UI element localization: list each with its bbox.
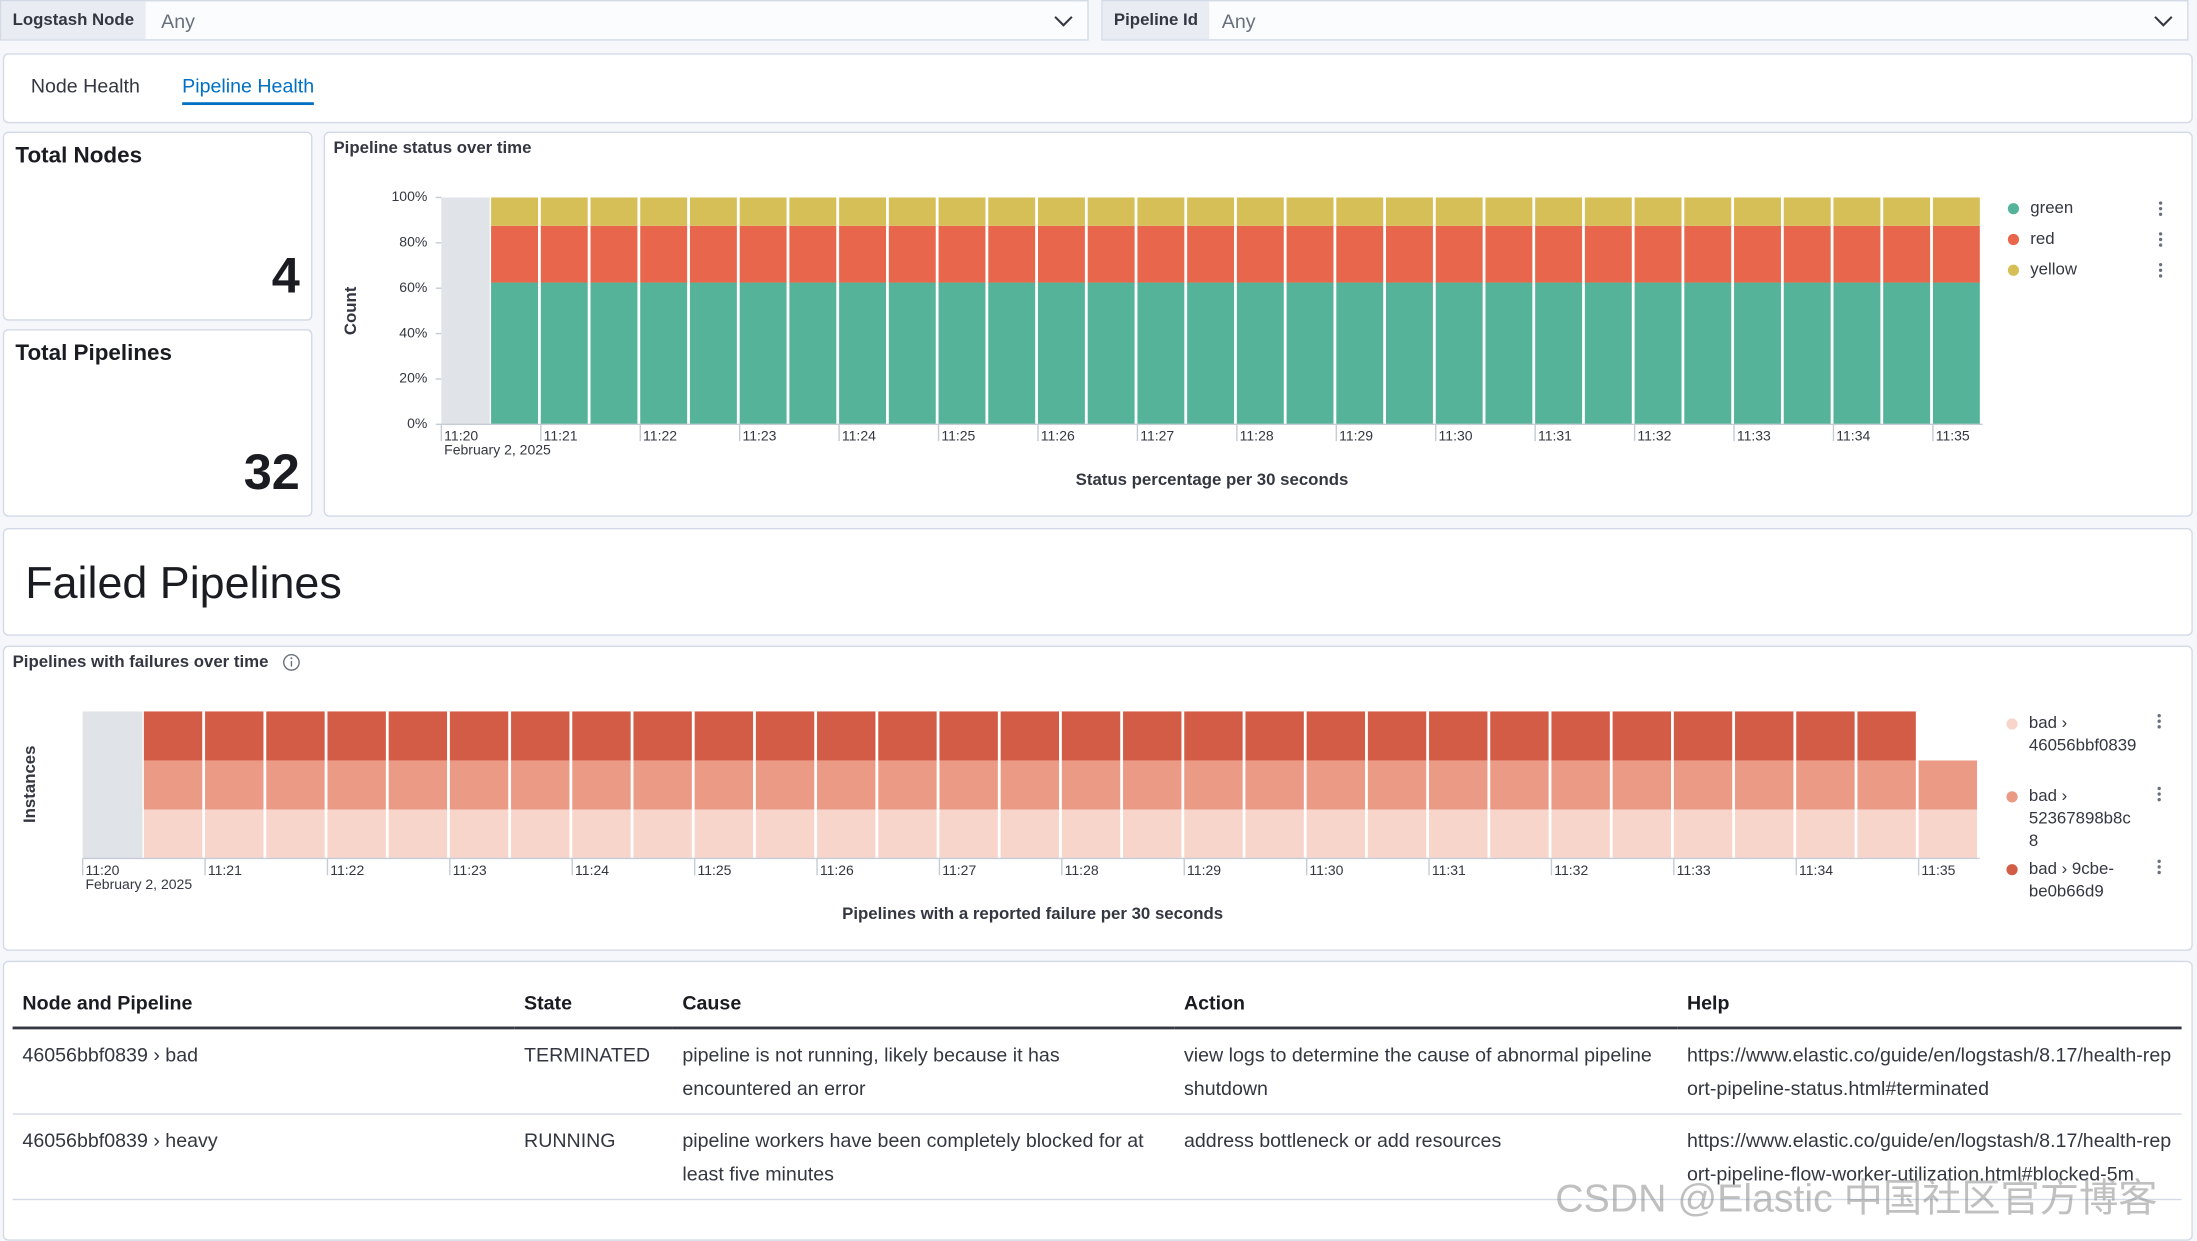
- table-cell: address bottleneck or add resources: [1174, 1114, 1678, 1201]
- legend-swatch: [2006, 791, 2018, 803]
- column-header: Help: [1677, 978, 2182, 1030]
- filter-value: Any: [1221, 9, 1256, 33]
- column-header: State: [514, 978, 673, 1030]
- metric-panel: Total Pipelines 32: [2, 329, 313, 517]
- section-title: Failed Pipelines: [25, 557, 342, 608]
- chevron: [1054, 16, 1073, 27]
- filter-pipeline-id[interactable]: Pipeline Id Any: [1101, 0, 2189, 41]
- table-row: 46056bbf0839 › bad TERMINATED pipeline is …: [12, 1027, 2182, 1115]
- table-cell: pipeline is not running, likely because …: [672, 1027, 1175, 1115]
- legend-label[interactable]: bad › 46056bbf0839: [2028, 712, 2137, 755]
- legend: bad › 46056bbf0839 bad › 52367898b8c8 bad …: [2001, 707, 2183, 935]
- table-panel: Node and Pipeline State Cause Action Help 460…: [2, 960, 2193, 1241]
- metric-title: Total Nodes: [15, 144, 143, 169]
- metric-title: Total Pipelines: [15, 341, 172, 366]
- watermark: CSDN @Elastic 中国社区官方博客: [1555, 1176, 2158, 1220]
- table-cell: 46056bbf0839 › heavy: [12, 1114, 515, 1201]
- tabs-panel: Node Health Pipeline Health: [2, 53, 2193, 124]
- metric-value: 4: [271, 246, 300, 304]
- column-header: Node and Pipeline: [12, 978, 515, 1030]
- table-cell[interactable]: https://www.elastic.co/guide/en/logstash…: [1677, 1114, 2182, 1201]
- filter-value: Any: [161, 9, 195, 33]
- chevron: [2154, 16, 2173, 27]
- legend-swatch: [2006, 864, 2018, 876]
- legend-label[interactable]: bad › 52367898b8c8: [2028, 785, 2131, 851]
- tab[interactable]: Pipeline Health: [182, 74, 315, 106]
- legend-swatch: [2006, 718, 2018, 730]
- section-panel: Failed Pipelines: [2, 527, 2193, 636]
- table-cell: view logs to determine the cause of abno…: [1174, 1027, 1678, 1115]
- table-cell: TERMINATED: [514, 1027, 673, 1115]
- header-row: Node and Pipeline State Cause Action Help: [12, 978, 2182, 1030]
- filter-logstash-node[interactable]: Logstash Node Any: [0, 0, 1089, 41]
- metric-panel: Total Nodes 4: [2, 131, 313, 321]
- column-header: Cause: [672, 978, 1175, 1030]
- metric-value: 32: [243, 442, 300, 500]
- table-cell: 46056bbf0839 › bad: [12, 1027, 515, 1115]
- table-cell: RUNNING: [514, 1114, 673, 1201]
- table-body: 46056bbf0839 › bad TERMINATED pipeline is …: [12, 1027, 2182, 1201]
- column-header: Action: [1174, 978, 1678, 1030]
- tab[interactable]: Node Health: [30, 74, 140, 97]
- filter-label: Logstash Node: [1, 1, 146, 40]
- table-cell: pipeline workers have been completely bl…: [672, 1114, 1175, 1201]
- table-row: 46056bbf0839 › heavy RUNNING pipeline work…: [12, 1114, 2182, 1201]
- chart-panel: [2, 645, 2193, 951]
- filter-label: Pipeline Id: [1102, 1, 1210, 40]
- chart-panel: [323, 131, 2193, 517]
- legend-label[interactable]: bad › 9cbe-be0b66d9: [2028, 858, 2114, 901]
- table: Node and Pipeline State Cause Action Help 460…: [12, 978, 2182, 1201]
- table-head: Node and Pipeline State Cause Action Help: [12, 978, 2182, 1030]
- table-cell[interactable]: https://www.elastic.co/guide/en/logstash…: [1677, 1027, 2182, 1115]
